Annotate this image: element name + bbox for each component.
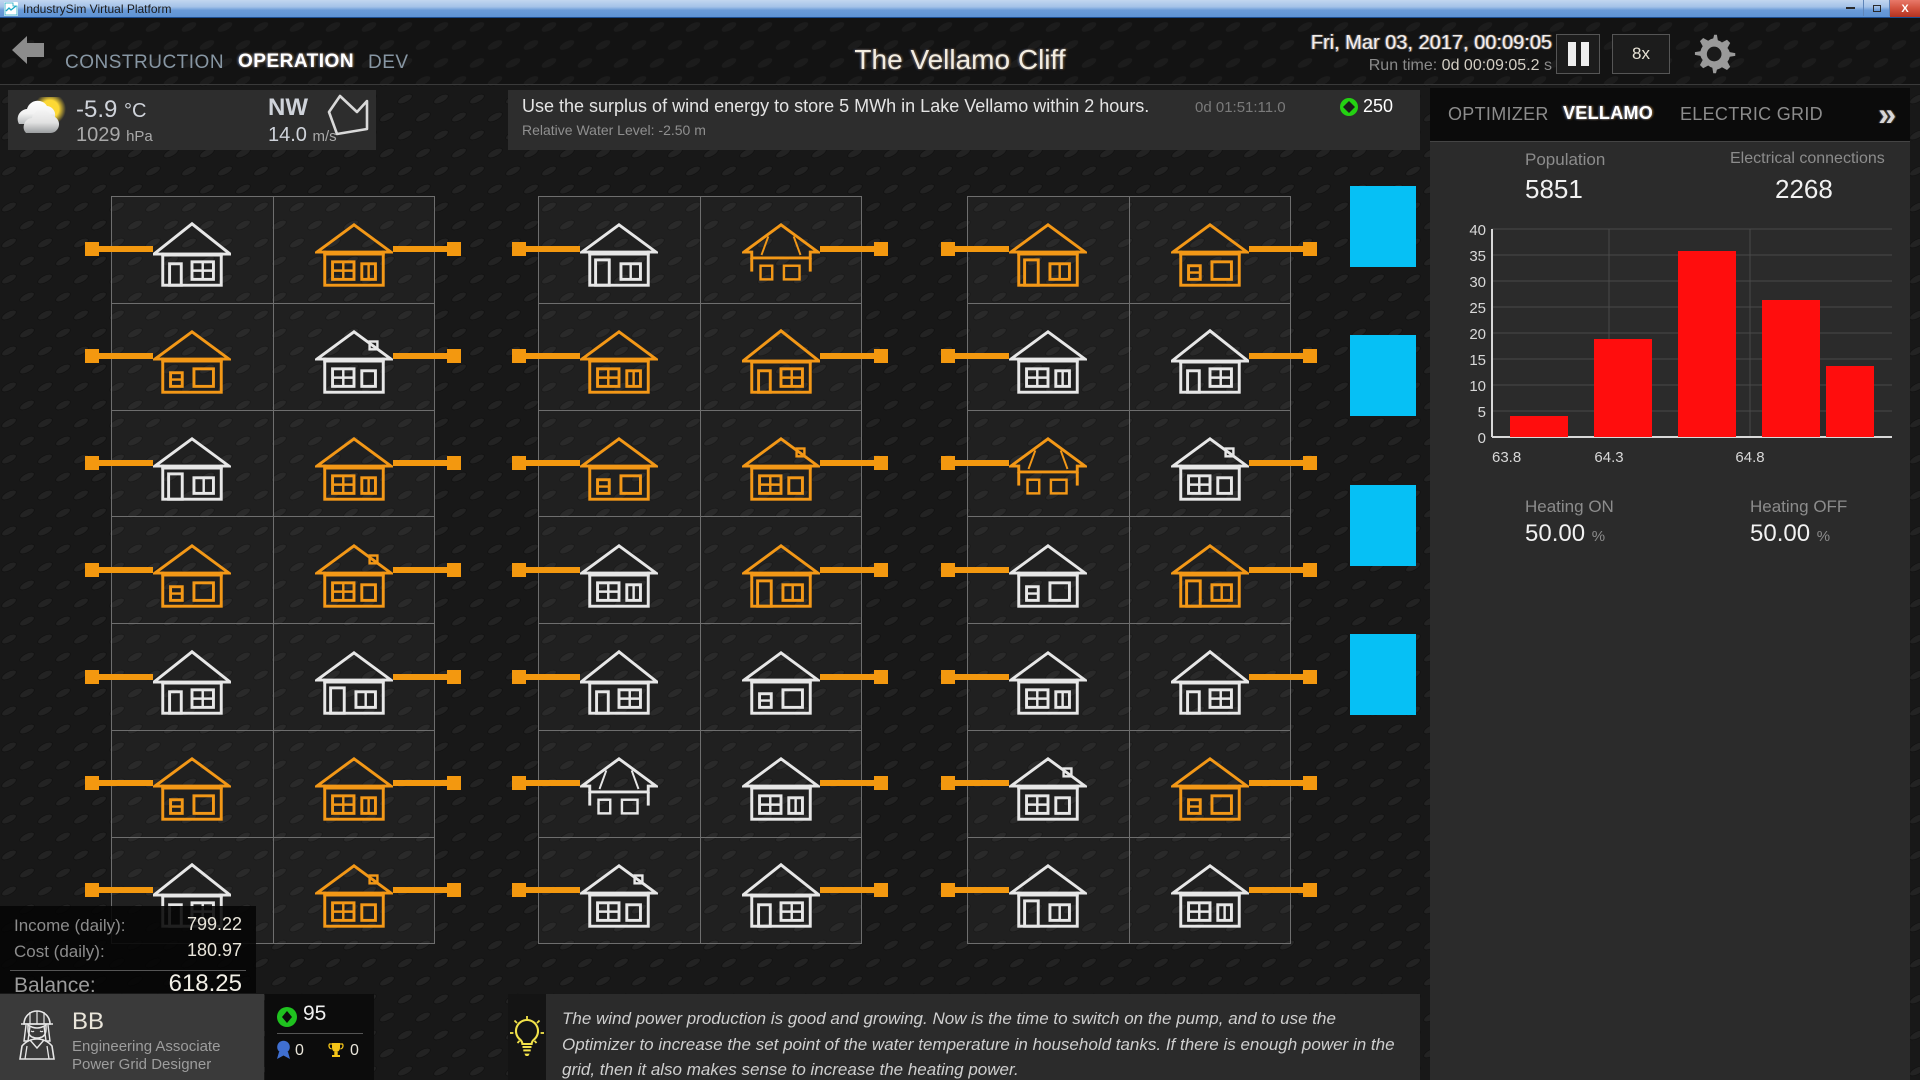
svg-text:20: 20: [1469, 326, 1486, 343]
svg-text:35: 35: [1469, 248, 1486, 265]
svg-text:0: 0: [1478, 430, 1486, 447]
svg-text:40: 40: [1469, 224, 1486, 239]
svg-text:5: 5: [1478, 404, 1486, 421]
svg-text:64.3: 64.3: [1594, 449, 1623, 466]
svg-text:63.8: 63.8: [1492, 449, 1521, 466]
svg-text:15: 15: [1469, 352, 1486, 369]
svg-text:10: 10: [1469, 378, 1486, 395]
svg-text:25: 25: [1469, 300, 1486, 317]
svg-text:64.8: 64.8: [1735, 449, 1764, 466]
svg-text:30: 30: [1469, 274, 1486, 291]
